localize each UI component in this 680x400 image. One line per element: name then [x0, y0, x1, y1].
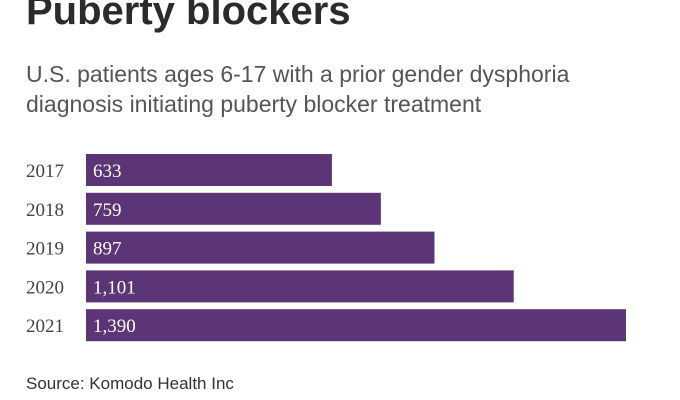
value-label-2019: 897 [93, 239, 122, 260]
year-label-2021: 2021 [26, 316, 64, 337]
year-label-2017: 2017 [26, 161, 64, 182]
value-label-2017: 633 [93, 161, 122, 182]
year-label-2019: 2019 [26, 239, 64, 260]
year-label-2018: 2018 [26, 200, 64, 221]
chart-title: Puberty blockers [26, 0, 351, 33]
year-label-2020: 2020 [26, 277, 64, 298]
value-label-2018: 759 [93, 200, 122, 221]
bar-2021 [86, 309, 626, 342]
value-label-2020: 1,101 [93, 277, 136, 298]
bar-2019 [86, 231, 435, 264]
chart-subtitle: U.S. patients ages 6-17 with a prior gen… [26, 61, 570, 117]
bar-2017 [86, 154, 332, 186]
value-label-2021: 1,390 [93, 316, 136, 337]
bar-2018 [86, 192, 381, 225]
source-note: Source: Komodo Health Inc [26, 374, 234, 393]
bar-chart: 2017 633 2018 759 2019 897 2020 1,101 2021 1,390 [26, 154, 626, 342]
bar-2020 [86, 270, 514, 303]
